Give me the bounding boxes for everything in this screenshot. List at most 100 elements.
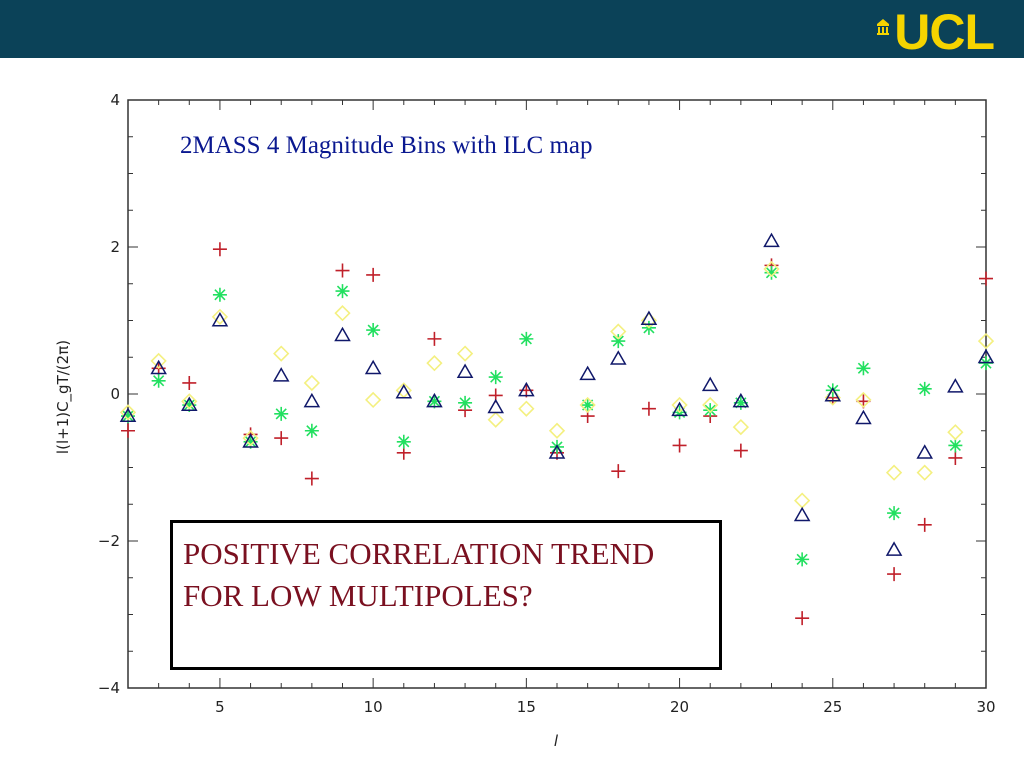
triangle-point: [548, 444, 566, 459]
star-point: [948, 438, 963, 453]
scatter-chart: 5 10 15 20 25 30 −4 −2 0 2 4 2MASS 4 Magnitude Bin…: [54, 91, 996, 750]
star-point: [366, 323, 381, 338]
plus-point: [366, 267, 381, 282]
star-point: [427, 394, 442, 409]
ucl-logo: UCL: [876, 7, 995, 57]
y-tick-label: 2: [110, 238, 120, 256]
triangle-point: [303, 392, 321, 408]
plus-point: [887, 567, 902, 582]
triangle-point: [518, 381, 535, 397]
diamond-point: [548, 422, 566, 439]
star-point: [121, 409, 135, 424]
triangle-point: [701, 376, 719, 392]
star-point: [764, 265, 779, 280]
triangle-point: [855, 409, 872, 425]
star-point: [733, 395, 748, 410]
callout-box: POSITIVE CORRELATION TREND FOR LOW MULTI…: [170, 520, 722, 670]
triangle-point: [671, 401, 688, 417]
triangle-point: [487, 398, 505, 414]
triangle-point: [150, 359, 167, 375]
portico-icon: [877, 19, 890, 35]
diamond-point: [365, 391, 382, 409]
diamond-point: [763, 260, 780, 278]
diamond-point: [885, 464, 903, 481]
x-tick-label: 20: [670, 698, 689, 716]
diamond-point: [671, 396, 688, 414]
diamond-point: [273, 345, 290, 362]
diamond-point: [456, 345, 474, 362]
star-point: [243, 434, 258, 449]
star-point: [396, 434, 411, 449]
diamond-point: [334, 305, 351, 322]
data-marks: [119, 232, 995, 626]
diamond-point: [426, 354, 443, 372]
x-tick-label: 25: [823, 698, 842, 716]
triangle-point: [947, 378, 964, 393]
plus-point: [795, 611, 810, 626]
triangle-point: [395, 384, 413, 399]
diamond-point: [640, 312, 658, 329]
star-point: [488, 370, 503, 385]
triangle-point: [119, 407, 137, 423]
triangle-point: [885, 541, 903, 556]
plus-point: [672, 438, 687, 453]
star-point: [274, 406, 289, 421]
diamond-point: [579, 396, 596, 414]
plus-point: [304, 471, 319, 486]
diamond-point: [794, 492, 811, 509]
star-point: [335, 284, 350, 299]
star-point: [580, 398, 595, 413]
y-tick-label: −4: [98, 679, 120, 697]
diamond-point: [732, 418, 749, 436]
star-point: [519, 331, 534, 346]
star-point: [703, 403, 718, 418]
triangle-point: [640, 310, 658, 326]
triangle-point: [426, 392, 443, 408]
triangle-point: [364, 359, 382, 375]
triangle-point: [180, 396, 198, 412]
diamond-point: [610, 323, 627, 340]
y-axis-label: l(l+1)C_gT/(2π): [54, 340, 73, 454]
x-axis-label: l: [554, 732, 559, 750]
triangle-point: [763, 232, 780, 248]
plus-point: [979, 271, 993, 286]
diamond-point: [242, 429, 259, 447]
plus-point: [917, 517, 932, 532]
x-tick-label: 5: [215, 698, 225, 716]
star-point: [917, 381, 932, 396]
tick-labels: 5 10 15 20 25 30 −4 −2 0 2 4: [98, 91, 996, 716]
plus-point: [611, 464, 626, 479]
diamond-point: [855, 391, 872, 409]
star-point: [212, 287, 227, 302]
y-tick-label: 4: [110, 91, 120, 109]
x-tick-label: 30: [976, 698, 995, 716]
plus-point: [641, 401, 656, 416]
triangle-point: [824, 386, 842, 402]
triangle-point: [579, 365, 596, 381]
star-point: [795, 552, 810, 567]
star-point: [304, 423, 319, 438]
triangle-point: [977, 348, 995, 364]
plus-point: [182, 375, 197, 390]
diamond-point: [916, 464, 933, 481]
diamond-point: [303, 374, 320, 392]
x-tick-label: 15: [517, 698, 536, 716]
star-point: [887, 506, 902, 521]
plus-point: [121, 423, 135, 438]
plus-point: [274, 431, 289, 446]
diamond-point: [211, 308, 229, 325]
diamond-point: [947, 424, 964, 441]
triangle-point: [272, 367, 290, 382]
y-tick-label: −2: [98, 532, 120, 550]
diamond-point: [487, 411, 504, 428]
star-point: [856, 361, 871, 376]
star-point: [151, 373, 166, 388]
plus-point: [212, 242, 227, 257]
triangle-point: [211, 311, 229, 327]
triangle-point: [732, 392, 750, 408]
plus-point: [335, 263, 350, 278]
plus-point: [427, 331, 442, 346]
chart-title: 2MASS 4 Magnitude Bins with ILC map: [180, 132, 593, 159]
triangle-point: [609, 350, 627, 365]
diamond-point: [150, 352, 167, 370]
